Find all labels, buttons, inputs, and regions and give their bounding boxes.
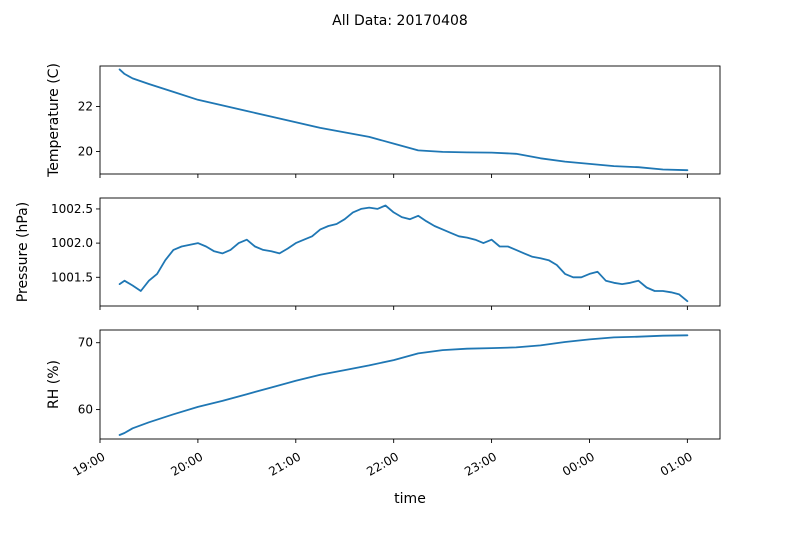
series-line: [118, 334, 689, 436]
y-tick-label: 22: [78, 100, 93, 114]
axes-frame: [99, 329, 721, 440]
series-line: [118, 204, 689, 303]
y-tick-label: 1001.5: [51, 270, 93, 284]
axes-frame: [99, 197, 721, 307]
series-line: [118, 68, 689, 172]
y-tick-label: 70: [78, 336, 93, 350]
figure-title: All Data: 20170408: [332, 13, 468, 29]
y-tick-label: 1002.0: [51, 236, 93, 250]
y-tick-label: 1002.5: [51, 202, 93, 216]
y-tick-label: 60: [78, 403, 93, 417]
x-axis-label: time: [394, 491, 426, 507]
subplot-1: 20 22 Temperature (C): [46, 63, 721, 178]
subplot-2: 1001.5 1002.0 1002.5 Pressure (hPa): [15, 197, 721, 310]
y-axis-label: Temperature (C): [46, 63, 62, 178]
y-axis-label: Pressure (hPa): [15, 202, 31, 302]
y-axis-label: RH (%): [46, 360, 62, 409]
y-tick-label: 20: [78, 145, 93, 159]
axes-frame: [99, 65, 721, 175]
